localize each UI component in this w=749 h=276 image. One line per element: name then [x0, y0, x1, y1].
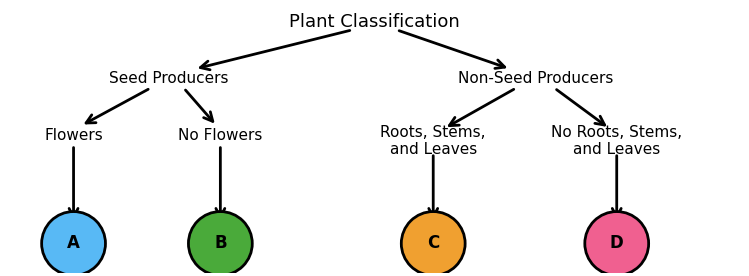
Text: Plant Classification: Plant Classification [289, 13, 460, 31]
Ellipse shape [189, 212, 252, 275]
Text: Non-Seed Producers: Non-Seed Producers [458, 71, 613, 86]
Text: Flowers: Flowers [44, 128, 103, 143]
Ellipse shape [585, 212, 649, 275]
Ellipse shape [401, 212, 465, 275]
Text: Roots, Stems,
and Leaves: Roots, Stems, and Leaves [380, 124, 486, 157]
Text: A: A [67, 235, 80, 253]
Text: No Flowers: No Flowers [178, 128, 263, 143]
Text: B: B [214, 235, 227, 253]
Text: Seed Producers: Seed Producers [109, 71, 228, 86]
Text: No Roots, Stems,
and Leaves: No Roots, Stems, and Leaves [551, 124, 682, 157]
Text: D: D [610, 235, 624, 253]
Ellipse shape [42, 212, 106, 275]
Text: C: C [427, 235, 440, 253]
